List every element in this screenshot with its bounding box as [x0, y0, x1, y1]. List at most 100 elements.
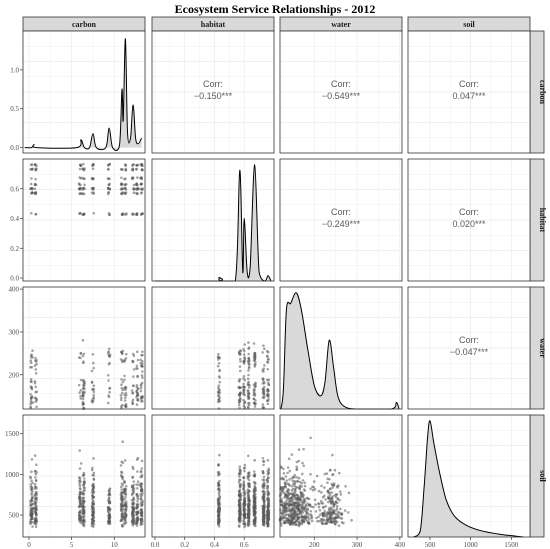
scatter-point: [34, 390, 37, 394]
scatter-point: [135, 350, 139, 354]
scatter-point: [333, 468, 337, 472]
scatter-point: [242, 480, 246, 483]
strip-label-top-habitat: habitat: [201, 20, 226, 29]
scatter-point: [266, 484, 270, 488]
scatter-point: [135, 183, 138, 187]
panel-border: [22, 30, 146, 154]
scatter-point: [303, 484, 307, 488]
scatter-point: [266, 389, 269, 393]
scatter-point: [242, 404, 246, 408]
scatter-point: [296, 497, 300, 500]
scatter-point: [123, 489, 126, 492]
scatter-point: [293, 514, 297, 517]
scatter-point: [262, 380, 266, 384]
scatter-point: [82, 516, 86, 519]
scatter-point: [296, 494, 300, 498]
y-tick-label: 0.6: [10, 185, 19, 193]
scatter-point: [261, 516, 265, 519]
scatter-point: [323, 509, 327, 513]
corr-label-carbon-soil: Corr:: [459, 79, 479, 89]
scatter-point: [78, 476, 82, 480]
scatter-point: [266, 459, 270, 462]
scatter-point: [330, 491, 334, 494]
scatter-point: [78, 479, 81, 483]
scatter-habitat-vs-carbon: [29, 162, 144, 217]
scatter-point: [90, 369, 94, 373]
scatter-point: [124, 167, 127, 171]
scatter-point: [218, 500, 221, 503]
scatter-point: [29, 501, 32, 504]
scatter-point: [247, 389, 250, 393]
scatter-point: [267, 467, 271, 471]
scatter-point: [29, 488, 33, 491]
scatter-point: [329, 506, 333, 509]
scatter-point: [33, 510, 36, 513]
scatter-point: [29, 359, 33, 362]
scatter-point: [106, 509, 110, 512]
corr-value-habitat-water: −0.249***: [322, 219, 361, 229]
scatter-point: [82, 493, 85, 496]
scatter-point: [34, 385, 37, 389]
scatter-point: [78, 391, 81, 394]
scatter-point: [339, 516, 343, 520]
scatter-point: [243, 393, 246, 397]
scatter-point: [34, 520, 37, 523]
scatter-point: [91, 490, 95, 493]
panel-water-habitat: [152, 287, 274, 409]
scatter-point: [79, 397, 82, 400]
scatter-point: [238, 503, 241, 506]
scatter-point: [33, 192, 37, 195]
scatter-point: [30, 458, 34, 461]
scatter-point: [107, 347, 111, 351]
y-tick-label: 200: [9, 371, 20, 379]
scatter-point: [306, 521, 310, 525]
scatter-point: [218, 375, 221, 378]
strip-label-top-soil: soil: [463, 20, 475, 29]
scatter-point: [315, 516, 318, 520]
scatter-point: [141, 522, 144, 526]
scatter-point: [242, 487, 245, 491]
scatter-point: [297, 507, 301, 511]
scatter-point: [281, 509, 285, 513]
scatter-point: [123, 399, 127, 402]
scatter-point: [243, 493, 247, 496]
scatter-point: [320, 484, 323, 488]
scatter-point: [336, 498, 340, 501]
scatter-point: [253, 470, 256, 473]
scatter-point: [136, 500, 139, 503]
panel-water-soil: [408, 287, 530, 409]
scatter-point: [124, 396, 127, 400]
scatter-point: [253, 357, 257, 361]
scatter-point: [92, 478, 96, 481]
scatter-point: [253, 405, 257, 408]
scatter-point: [217, 481, 220, 485]
scatter-point: [300, 485, 304, 488]
scatter-point: [35, 491, 38, 495]
scatter-point: [267, 357, 270, 361]
corr-value-carbon-soil: 0.047***: [452, 91, 486, 101]
scatter-point: [252, 397, 256, 401]
scatter-point: [318, 508, 322, 512]
scatter-point: [333, 519, 337, 522]
scatter-point: [317, 505, 321, 509]
scatter-point: [281, 477, 285, 481]
scatter-point: [266, 522, 269, 526]
panel-habitat-water: [280, 159, 402, 281]
scatter-point: [34, 212, 38, 216]
scatter-point: [124, 509, 128, 512]
scatter-point: [217, 497, 220, 500]
scatter-point: [242, 390, 245, 394]
scatter-point: [79, 163, 82, 166]
scatter-point: [288, 492, 291, 495]
scatter-point: [317, 489, 321, 493]
scatter-point: [297, 459, 301, 463]
scatter-point: [108, 501, 112, 505]
scatter-point: [83, 489, 86, 492]
x-tick-label: 500: [425, 541, 436, 549]
scatter-point: [319, 513, 322, 516]
scatter-point: [108, 387, 111, 390]
scatter-point: [243, 343, 246, 346]
scatter-point: [288, 469, 292, 473]
scatter-point: [309, 436, 312, 440]
scatter-point: [307, 518, 311, 521]
